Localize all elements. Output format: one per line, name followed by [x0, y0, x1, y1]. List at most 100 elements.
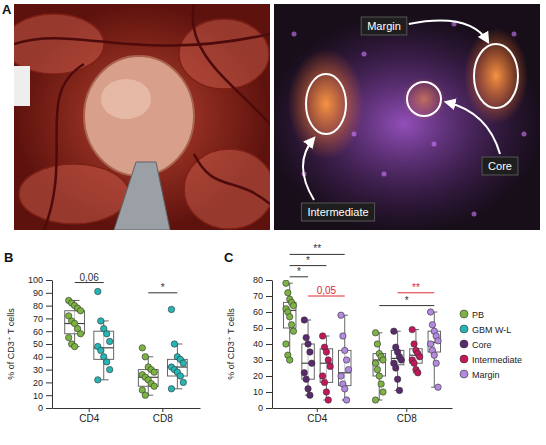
point — [290, 302, 296, 308]
point — [416, 354, 422, 360]
point — [104, 331, 110, 337]
legend-label: Intermediate — [472, 355, 522, 365]
point — [301, 370, 307, 376]
y-tick-mark — [46, 395, 52, 396]
point — [396, 387, 402, 393]
point — [338, 312, 344, 318]
legend-swatch — [460, 340, 468, 348]
y-tick-mark — [46, 280, 52, 281]
point — [372, 330, 378, 336]
vessel — [14, 34, 270, 46]
panel-letter: B — [4, 250, 13, 265]
point — [380, 389, 386, 395]
plot-marks — [65, 288, 188, 398]
point — [180, 360, 186, 366]
point — [374, 341, 380, 347]
y-tick-label: 40 — [253, 339, 263, 349]
point — [303, 334, 309, 340]
point — [106, 338, 112, 344]
y-tick-label: 0 — [258, 403, 263, 413]
point — [139, 345, 145, 351]
y-tick-mark — [266, 344, 272, 345]
box — [167, 359, 187, 376]
point — [168, 306, 174, 312]
series — [283, 280, 386, 403]
point — [321, 379, 327, 385]
region-label-box — [482, 157, 518, 175]
point — [343, 357, 349, 363]
y-tick: 70 — [253, 291, 272, 301]
point — [342, 347, 348, 353]
point — [142, 392, 148, 398]
x-axis-line — [53, 408, 201, 409]
gyrus — [184, 149, 270, 229]
y-tick-label: 10 — [253, 387, 263, 397]
y-tick: 80 — [253, 275, 272, 285]
legend-label: PB — [472, 310, 484, 320]
region-ring — [474, 44, 518, 108]
y-tick: 70 — [33, 314, 52, 324]
region-label: Margin — [361, 17, 407, 35]
tumor-highlight — [101, 79, 151, 119]
point — [393, 365, 399, 371]
point — [323, 349, 329, 355]
figure: AMarginIntermediateCoreB0102030405060708… — [0, 0, 546, 445]
photo-fluorescence: MarginIntermediateCore — [264, 4, 544, 234]
y-tick-label: 40 — [33, 352, 43, 362]
y-tick: 0 — [38, 403, 52, 413]
x-tick: CD4 — [307, 408, 327, 424]
point — [287, 357, 293, 363]
point — [427, 309, 433, 315]
y-tick: 100 — [28, 275, 52, 285]
x-axis: CD4CD8 — [273, 408, 453, 424]
point — [343, 397, 349, 403]
point — [65, 334, 71, 340]
significance-label: * — [306, 255, 310, 266]
box — [339, 350, 351, 385]
y-tick-label: 50 — [253, 323, 263, 333]
point — [435, 384, 441, 390]
y-tick: 50 — [33, 339, 52, 349]
box — [283, 302, 295, 328]
legend-label: Margin — [472, 370, 500, 380]
speckle — [472, 212, 477, 217]
point — [151, 369, 157, 375]
region-label-text: Margin — [367, 20, 401, 32]
y-tick: 80 — [33, 301, 52, 311]
y-tick: 40 — [253, 339, 272, 349]
point — [290, 328, 296, 334]
x-tick-mark — [406, 408, 407, 412]
significance-label: * — [161, 282, 165, 293]
y-axis: 0102030405060708090100 — [28, 275, 53, 413]
y-tick-mark — [46, 357, 52, 358]
y-tick-label: 50 — [33, 339, 43, 349]
x-tick-mark — [162, 408, 163, 412]
y-tick-mark — [46, 306, 52, 307]
point — [171, 341, 177, 347]
point — [305, 386, 311, 392]
point — [398, 357, 404, 363]
region-label-text: Intermediate — [307, 206, 368, 218]
point — [325, 397, 331, 403]
region-label-box — [301, 203, 374, 221]
speckle — [352, 132, 357, 137]
point — [427, 341, 433, 347]
point — [327, 363, 333, 369]
point — [283, 280, 289, 286]
x-tick-label: CD4 — [307, 413, 327, 424]
region-label: Intermediate — [301, 203, 374, 221]
instrument — [114, 162, 170, 230]
y-tick-mark — [46, 370, 52, 371]
y-tick: 50 — [253, 323, 272, 333]
point — [283, 341, 289, 347]
panel-C: C01020304050607080CD4CD8% of CD3⁺ T cell… — [224, 243, 522, 424]
y-tick-label: 80 — [253, 275, 263, 285]
y-tick-label: 20 — [33, 378, 43, 388]
x-axis: CD4CD8 — [53, 408, 201, 424]
series — [338, 309, 441, 403]
y-tick-label: 70 — [33, 314, 43, 324]
point — [380, 357, 386, 363]
legend-swatch — [460, 310, 468, 318]
speckle — [382, 172, 387, 177]
series — [65, 297, 158, 398]
